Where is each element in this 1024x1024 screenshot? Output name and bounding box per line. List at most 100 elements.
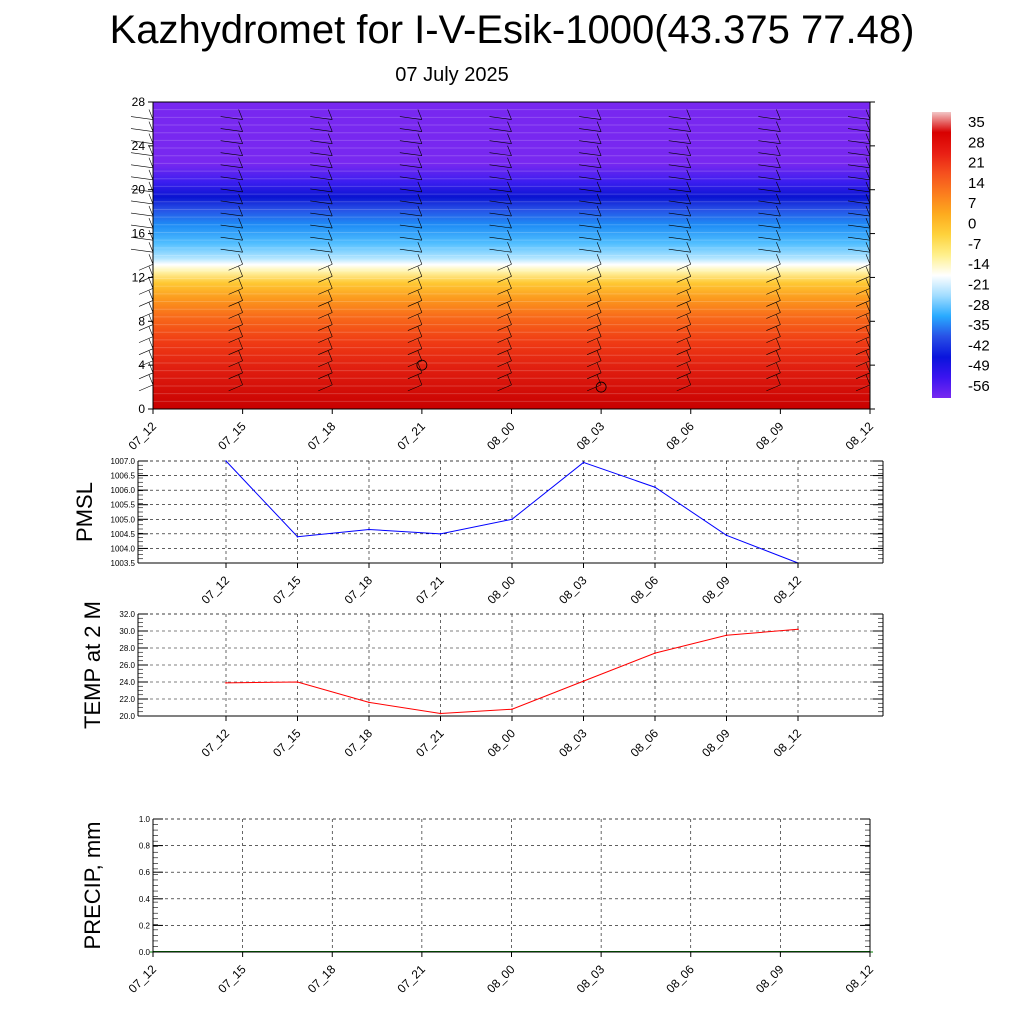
- x-tick-label: 08_03: [574, 962, 608, 996]
- wind-barb: [676, 300, 691, 307]
- wind-barb: [399, 188, 422, 193]
- data-point: [225, 682, 227, 684]
- wind-barb: [668, 224, 691, 229]
- wind-barb: [148, 278, 154, 289]
- wind-barb: [497, 384, 512, 392]
- x-tick-label: 08_06: [628, 726, 662, 760]
- wind-barb: [327, 109, 333, 120]
- wind-barb: [596, 205, 602, 217]
- wind-barb: [579, 152, 602, 157]
- wind-barb: [138, 372, 154, 380]
- wind-barb: [417, 338, 423, 349]
- wind-barb: [220, 116, 243, 120]
- wind-barb: [318, 300, 333, 307]
- wind-barb: [497, 372, 512, 380]
- wind-barb: [399, 140, 422, 144]
- wind-barb: [489, 164, 512, 169]
- x-tick-label: 08_12: [771, 573, 805, 607]
- wind-barb: [596, 169, 602, 180]
- wind-barb: [668, 188, 691, 193]
- wind-barb: [148, 350, 154, 361]
- wind-barb: [596, 109, 602, 120]
- wind-barb: [417, 254, 423, 265]
- wind-barb: [758, 212, 781, 217]
- y-tick-label: 30.0: [119, 627, 135, 636]
- x-tick-label: 07_12: [199, 726, 233, 760]
- wind-barb: [776, 205, 781, 217]
- wind-barb: [220, 188, 243, 193]
- wind-barb: [148, 362, 154, 373]
- x-tick-label: 08_03: [556, 573, 590, 607]
- wind-barb: [318, 348, 333, 355]
- wind-barb: [407, 336, 422, 343]
- wind-barb: [507, 193, 512, 205]
- wind-barb: [596, 326, 602, 337]
- wind-barb: [148, 266, 154, 277]
- wind-barb: [507, 217, 512, 229]
- wind-barb: [318, 288, 333, 295]
- wind-barb: [417, 193, 423, 205]
- y-tick-label: 28: [132, 95, 146, 109]
- wind-barb: [776, 254, 781, 265]
- wind-barb: [417, 133, 423, 144]
- wind-barb: [327, 169, 333, 180]
- wind-barb: [407, 360, 422, 368]
- y-tick-label: 0.8: [139, 842, 151, 851]
- wind-barb: [847, 224, 871, 229]
- wind-barb: [766, 372, 781, 380]
- wind-barb: [855, 336, 871, 343]
- wind-barb: [228, 263, 243, 271]
- wind-barb: [766, 360, 781, 368]
- wind-barb: [865, 302, 871, 313]
- colorbar-label: 35: [968, 114, 985, 131]
- wind-barb: [865, 109, 871, 120]
- wind-barb: [758, 200, 781, 205]
- wind-barb: [220, 164, 243, 169]
- wind-barb: [399, 164, 422, 169]
- wind-barb: [310, 200, 333, 205]
- wind-barb: [238, 266, 243, 277]
- wind-barb: [489, 152, 512, 157]
- wind-barb: [507, 302, 512, 313]
- wind-barb: [865, 326, 871, 337]
- wind-barb: [855, 384, 871, 392]
- wind-barb: [327, 266, 333, 277]
- wind-barb: [766, 384, 781, 392]
- wind-barb: [579, 164, 602, 169]
- wind-barb: [596, 230, 602, 241]
- wind-barb: [596, 181, 602, 193]
- wind-barb: [148, 109, 154, 120]
- wind-barb: [138, 288, 154, 295]
- wind-barb: [507, 314, 512, 325]
- wind-barb: [507, 205, 512, 217]
- wind-barb: [148, 230, 154, 241]
- wind-barb: [776, 121, 781, 132]
- wind-barb: [310, 248, 333, 253]
- wind-barb: [318, 263, 333, 271]
- wind-barb: [776, 181, 781, 193]
- wind-barb: [148, 205, 154, 217]
- wind-barb: [668, 176, 691, 181]
- wind-barb: [587, 372, 602, 380]
- wind-barb: [318, 384, 333, 392]
- wind-barb: [417, 362, 423, 373]
- wind-barb: [686, 254, 692, 265]
- wind-barb: [238, 217, 243, 229]
- y-tick-label: 1004.5: [111, 530, 136, 539]
- wind-barb: [507, 242, 512, 253]
- wind-barb: [228, 288, 243, 295]
- wind-barb: [497, 276, 512, 283]
- wind-barb: [327, 157, 333, 168]
- wind-barb: [238, 302, 243, 313]
- wind-barb: [686, 133, 692, 144]
- x-tick-label: 07_12: [199, 573, 233, 607]
- wind-barb: [318, 312, 333, 319]
- wind-barb: [865, 266, 871, 277]
- wind-barb: [596, 362, 602, 373]
- date-subtitle: 07 July 2025: [395, 64, 509, 86]
- wind-barb: [310, 224, 333, 229]
- wind-barb: [318, 372, 333, 380]
- wind-barb: [138, 360, 154, 368]
- wind-barb: [686, 326, 692, 337]
